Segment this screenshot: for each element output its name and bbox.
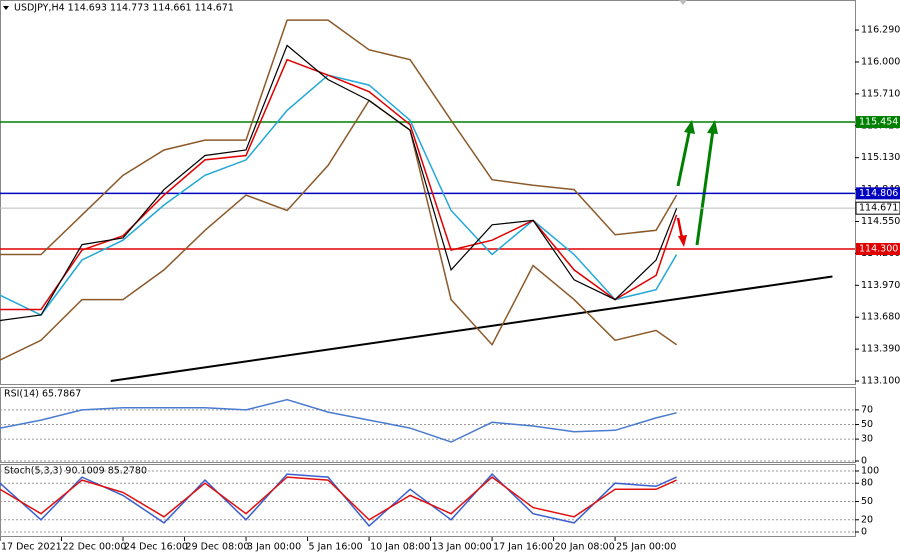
y-tick-label: 100 bbox=[861, 466, 879, 477]
y-tick-label: 113.970 bbox=[861, 280, 900, 291]
y-tick-label: 116.290 bbox=[861, 25, 900, 36]
series-line bbox=[0, 19, 678, 256]
series-line bbox=[0, 473, 677, 527]
arrow-head bbox=[707, 120, 718, 134]
y-tick-label: 20 bbox=[861, 514, 873, 525]
y-tick-label: 0 bbox=[861, 527, 867, 538]
arrows bbox=[676, 120, 718, 247]
y-tick-label: 70 bbox=[861, 404, 873, 415]
y-tick-label: 30 bbox=[861, 434, 873, 445]
x-tick-label: 24 Dec 16:00 bbox=[124, 542, 188, 553]
series-line bbox=[0, 74, 678, 316]
series-line bbox=[0, 58, 678, 311]
series-line bbox=[0, 398, 677, 443]
stoch-title: Stoch(5,3,3) 90.1009 85.2780 bbox=[4, 466, 147, 477]
x-tick-label: 5 Jan 16:00 bbox=[309, 542, 363, 553]
x-tick-label: 29 Dec 08:00 bbox=[186, 542, 250, 553]
level-label-box bbox=[856, 243, 900, 256]
arrow-up bbox=[676, 127, 692, 187]
level-label: 115.454 bbox=[859, 117, 898, 128]
trendline bbox=[110, 275, 833, 383]
rsi-title: RSI(14) 65.7867 bbox=[4, 389, 81, 400]
y-tick-label: 0 bbox=[861, 456, 867, 467]
last-price-box bbox=[855, 201, 900, 215]
y-tick-label: 80 bbox=[861, 478, 873, 489]
stoch-panel bbox=[0, 464, 856, 537]
x-tick-label: 13 Jan 00:00 bbox=[432, 542, 492, 553]
x-tick-label: 25 Jan 00:00 bbox=[616, 542, 676, 553]
arrow-up bbox=[695, 129, 715, 246]
main-title: USDJPY,H4 114.693 114.773 114.661 114.67… bbox=[14, 3, 234, 14]
last-price-label: 114.671 bbox=[859, 203, 898, 214]
x-tick-label: 17 Dec 2021 bbox=[1, 542, 62, 553]
y-tick-label: 115.710 bbox=[861, 88, 900, 99]
x-tick-label: 17 Jan 16:00 bbox=[493, 542, 553, 553]
x-tick-label: 22 Dec 00:00 bbox=[63, 542, 127, 553]
main-panel bbox=[0, 0, 856, 385]
series-line bbox=[0, 99, 678, 361]
arrow-down bbox=[676, 217, 684, 239]
y-tick-label: 50 bbox=[861, 496, 873, 507]
level-label-box bbox=[856, 116, 900, 129]
level-label: 114.300 bbox=[859, 244, 898, 255]
level-label: 114.806 bbox=[859, 188, 898, 199]
menu-triangle bbox=[3, 6, 9, 10]
series-line bbox=[0, 44, 678, 322]
series-line bbox=[0, 476, 677, 521]
y-tick-label: 113.390 bbox=[861, 344, 900, 355]
arrow-head bbox=[684, 120, 695, 134]
x-tick-label: 10 Jan 08:00 bbox=[370, 542, 430, 553]
shift-marker bbox=[679, 0, 687, 5]
y-tick-label: 116.000 bbox=[861, 56, 900, 67]
x-tick-label: 3 Jan 00:00 bbox=[247, 542, 301, 553]
y-tick-label: 50 bbox=[861, 419, 873, 430]
y-tick-label: 115.130 bbox=[861, 152, 900, 163]
x-tick-label: 20 Jan 08:00 bbox=[555, 542, 615, 553]
y-tick-label: 113.680 bbox=[861, 312, 900, 323]
y-tick-label: 113.100 bbox=[861, 376, 900, 387]
level-label-box bbox=[856, 187, 900, 200]
y-tick-label: 114.550 bbox=[861, 216, 900, 227]
arrow-head bbox=[678, 235, 687, 247]
